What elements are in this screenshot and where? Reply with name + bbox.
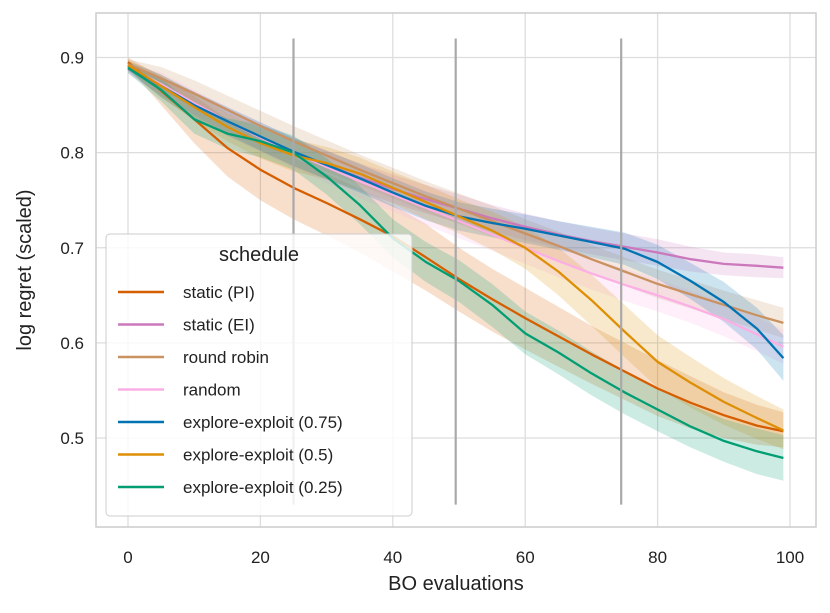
legend-label-explore-exploit-0-75: explore-exploit (0.75) (183, 413, 343, 432)
series-lines (127, 61, 785, 460)
band-explore-exploit-0-5 (128, 60, 784, 450)
y-tick-label: 0.7 (60, 239, 84, 258)
legend-label-random: random (183, 381, 241, 400)
legend-label-explore-exploit-0-25: explore-exploit (0.25) (183, 478, 343, 497)
y-tick-label: 0.8 (60, 144, 84, 163)
legend-label-explore-exploit-0-5: explore-exploit (0.5) (183, 446, 333, 465)
line-round-robin (127, 63, 784, 325)
x-tick-label: 0 (123, 548, 132, 567)
tick-labels: 0 20 40 60 80 100 0.5 0.6 0.7 0.8 0.9 (60, 49, 804, 568)
y-tick-label: 0.9 (60, 49, 84, 68)
legend: schedule static (PI) static (EI) round rob… (105, 233, 413, 517)
legend-title: schedule (219, 244, 299, 266)
y-tick-label: 0.5 (60, 429, 84, 448)
legend-items: static (PI) static (EI) round robin random e… (118, 283, 343, 497)
x-axis-label: BO evaluations (388, 573, 524, 595)
line-explore-exploit-0-5 (127, 64, 784, 432)
x-tick-label: 80 (648, 548, 667, 567)
x-tick-label: 60 (516, 548, 535, 567)
plot-frame (95, 12, 817, 528)
legend-label-static-ei: static (EI) (183, 316, 255, 335)
band-static-ei (128, 64, 784, 279)
x-tick-label: 100 (776, 548, 804, 567)
legend-box (105, 233, 413, 517)
x-tick-label: 40 (383, 548, 402, 567)
line-explore-exploit-0-25 (127, 67, 784, 460)
y-tick-label: 0.6 (60, 334, 84, 353)
legend-label-round-robin: round robin (183, 348, 269, 367)
y-axis-label: log regret (scaled) (14, 189, 36, 350)
line-static-pi (127, 61, 784, 433)
x-tick-label: 20 (251, 548, 270, 567)
legend-label-static-pi: static (PI) (183, 283, 255, 302)
